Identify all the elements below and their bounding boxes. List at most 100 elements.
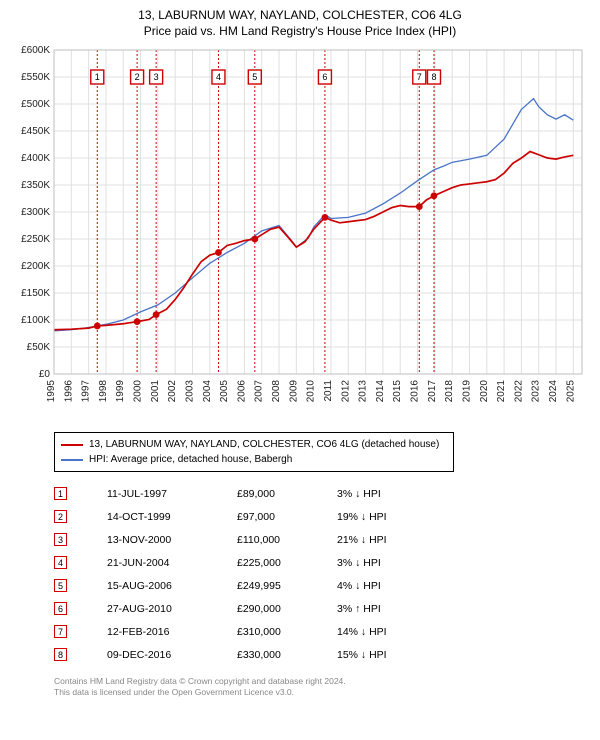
svg-text:£400K: £400K (21, 153, 50, 164)
svg-text:1997: 1997 (81, 380, 92, 403)
price-point (215, 249, 222, 256)
svg-text:2019: 2019 (461, 380, 472, 403)
legend: 13, LABURNUM WAY, NAYLAND, COLCHESTER, C… (54, 432, 454, 472)
svg-text:7: 7 (417, 72, 422, 82)
price-point (416, 203, 423, 210)
svg-text:2002: 2002 (167, 380, 178, 403)
svg-text:2017: 2017 (427, 380, 438, 403)
svg-text:£550K: £550K (21, 72, 50, 83)
table-row: 3 13-NOV-2000£110,00021% ↓ HPI (54, 528, 514, 551)
footnote: Contains HM Land Registry data © Crown c… (54, 676, 580, 698)
row-date: 27-AUG-2010 (107, 603, 237, 615)
svg-text:2010: 2010 (306, 380, 317, 403)
svg-text:£250K: £250K (21, 234, 50, 245)
row-price: £97,000 (237, 511, 337, 523)
svg-text:£100K: £100K (21, 315, 50, 326)
svg-text:£600K: £600K (21, 45, 50, 56)
svg-text:2020: 2020 (479, 380, 490, 403)
svg-text:£200K: £200K (21, 261, 50, 272)
row-diff: 3% ↑ HPI (337, 603, 437, 615)
svg-text:2024: 2024 (548, 380, 559, 403)
svg-text:2016: 2016 (410, 380, 421, 403)
footnote-line1: Contains HM Land Registry data © Crown c… (54, 676, 580, 687)
row-date: 21-JUN-2004 (107, 557, 237, 569)
row-index-box: 7 (54, 625, 67, 638)
row-diff: 3% ↓ HPI (337, 557, 437, 569)
price-point (431, 192, 438, 199)
svg-text:1999: 1999 (115, 380, 126, 403)
table-row: 214-OCT-1999£97,00019% ↓ HPI (54, 505, 514, 528)
svg-text:£300K: £300K (21, 207, 50, 218)
row-price: £310,000 (237, 626, 337, 638)
transactions-table: 111-JUL-1997£89,0003% ↓ HPI214-OCT-1999£… (54, 482, 514, 666)
svg-text:1996: 1996 (63, 380, 74, 403)
row-price: £290,000 (237, 603, 337, 615)
svg-text:2000: 2000 (133, 380, 144, 403)
svg-text:2009: 2009 (288, 380, 299, 403)
row-diff: 19% ↓ HPI (337, 511, 437, 523)
svg-text:2005: 2005 (219, 380, 230, 403)
svg-text:8: 8 (431, 72, 436, 82)
svg-text:2011: 2011 (323, 380, 334, 402)
table-row: 1 11-JUL-1997£89,0003% ↓ HPI (54, 482, 514, 505)
svg-text:2018: 2018 (444, 380, 455, 403)
table-row: 421-JUN-2004£225,0003% ↓ HPI (54, 551, 514, 574)
svg-text:1998: 1998 (98, 380, 109, 403)
legend-label: HPI: Average price, detached house, Babe… (89, 454, 292, 465)
legend-swatch (61, 459, 83, 461)
legend-swatch (61, 444, 83, 446)
row-index-box: 1 (54, 487, 67, 500)
svg-text:2003: 2003 (184, 380, 195, 403)
svg-text:1: 1 (95, 72, 100, 82)
table-row: 515-AUG-2006£249,9954% ↓ HPI (54, 574, 514, 597)
row-diff: 21% ↓ HPI (337, 534, 437, 546)
row-diff: 3% ↓ HPI (337, 488, 437, 500)
svg-text:2022: 2022 (513, 380, 524, 403)
row-date: 15-AUG-2006 (107, 580, 237, 592)
svg-text:2015: 2015 (392, 380, 403, 403)
titles: 13, LABURNUM WAY, NAYLAND, COLCHESTER, C… (10, 8, 590, 38)
row-index-box: 5 (54, 579, 67, 592)
svg-text:£500K: £500K (21, 99, 50, 110)
row-diff: 15% ↓ HPI (337, 649, 437, 661)
row-date: 09-DEC-2016 (107, 649, 237, 661)
svg-text:2014: 2014 (375, 380, 386, 403)
table-row: 7 12-FEB-2016£310,00014% ↓ HPI (54, 620, 514, 643)
svg-text:5: 5 (252, 72, 257, 82)
row-diff: 14% ↓ HPI (337, 626, 437, 638)
row-date: 11-JUL-1997 (107, 488, 237, 500)
svg-text:£150K: £150K (21, 288, 50, 299)
row-price: £225,000 (237, 557, 337, 569)
legend-label: 13, LABURNUM WAY, NAYLAND, COLCHESTER, C… (89, 439, 439, 450)
chart: £0 £50K £100K £150K £200K £250K £300K £350K £400… (10, 44, 590, 424)
svg-text:£350K: £350K (21, 180, 50, 191)
svg-text:£0: £0 (39, 369, 51, 380)
table-row: 6 27-AUG-2010£290,0003% ↑ HPI (54, 597, 514, 620)
svg-text:2025: 2025 (565, 380, 576, 403)
row-date: 12-FEB-2016 (107, 626, 237, 638)
row-index-box: 2 (54, 510, 67, 523)
row-diff: 4% ↓ HPI (337, 580, 437, 592)
svg-text:2021: 2021 (496, 380, 507, 403)
price-point (322, 214, 329, 221)
row-index-box: 6 (54, 602, 67, 615)
svg-text:2007: 2007 (254, 380, 265, 403)
row-index-box: 3 (54, 533, 67, 546)
row-price: £89,000 (237, 488, 337, 500)
svg-text:1995: 1995 (46, 380, 57, 403)
legend-row: 13, LABURNUM WAY, NAYLAND, COLCHESTER, C… (61, 437, 447, 452)
row-index-box: 8 (54, 648, 67, 661)
chart-subtitle: Price paid vs. HM Land Registry's House … (10, 24, 590, 38)
svg-text:£450K: £450K (21, 126, 50, 137)
price-point (251, 236, 258, 243)
row-price: £110,000 (237, 534, 337, 546)
price-point (153, 311, 160, 318)
page: 13, LABURNUM WAY, NAYLAND, COLCHESTER, C… (0, 0, 600, 706)
chart-title: 13, LABURNUM WAY, NAYLAND, COLCHESTER, C… (10, 8, 590, 22)
svg-text:2004: 2004 (202, 380, 213, 403)
svg-text:£50K: £50K (27, 342, 51, 353)
svg-text:6: 6 (322, 72, 327, 82)
svg-text:2001: 2001 (150, 380, 161, 403)
row-date: 13-NOV-2000 (107, 534, 237, 546)
price-point (94, 323, 101, 330)
